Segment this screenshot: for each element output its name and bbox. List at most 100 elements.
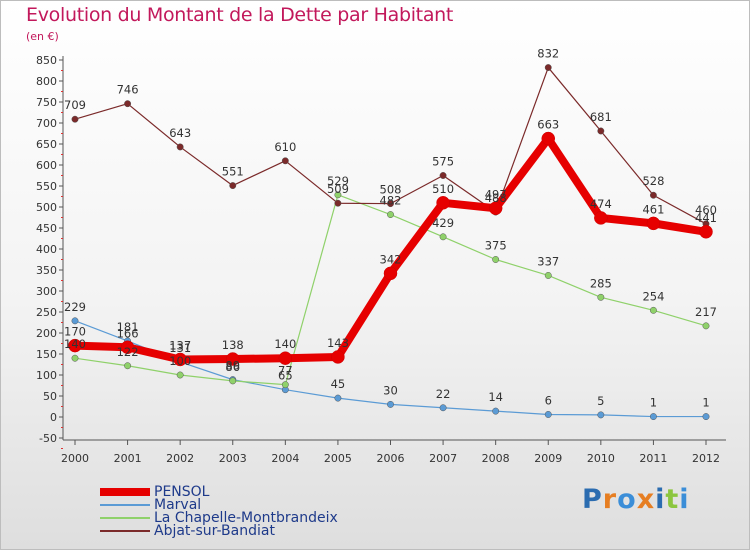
data-point (68, 338, 82, 353)
y-tick-label: 500 (36, 201, 57, 214)
data-point (278, 351, 293, 365)
legend-label: Abjat-sur-Bandiat (154, 523, 275, 539)
y-tick-label: 550 (36, 180, 57, 193)
data-point (229, 377, 237, 385)
data-label: 509 (327, 182, 349, 196)
legend-swatch (100, 504, 150, 506)
logo-letter: i (655, 484, 666, 515)
data-label: 30 (383, 383, 398, 397)
data-label: 746 (117, 83, 139, 97)
legend-swatch (100, 488, 150, 496)
logo-letter: x (636, 484, 656, 515)
data-label: 138 (222, 338, 244, 352)
data-point (120, 340, 135, 355)
y-tick-label: 150 (36, 348, 57, 361)
data-label: 375 (485, 239, 507, 253)
x-tick-label: 2009 (534, 452, 562, 465)
data-point (649, 413, 657, 421)
data-point (334, 394, 342, 402)
data-point (176, 371, 184, 379)
data-label: 77 (278, 364, 293, 378)
data-label: 474 (590, 197, 612, 211)
data-label: 681 (590, 110, 612, 124)
legend-label: La Chapelle-Montbrandeix (154, 510, 338, 526)
x-tick-label: 2001 (114, 452, 142, 465)
y-tick-label: 350 (36, 264, 57, 277)
data-label: 482 (380, 194, 402, 208)
data-label: 181 (117, 320, 139, 334)
data-label: 510 (432, 182, 454, 196)
data-point (124, 100, 132, 108)
data-label: 832 (537, 47, 559, 61)
data-point (439, 404, 447, 412)
data-point (702, 413, 710, 421)
y-tick-label: 450 (36, 222, 57, 235)
data-point (439, 233, 447, 241)
x-tick-label: 2007 (429, 452, 457, 465)
data-label: 1 (702, 396, 709, 410)
data-label: 45 (331, 377, 346, 391)
x-tick-label: 2000 (61, 452, 89, 465)
data-label: 100 (169, 354, 191, 368)
data-label: 140 (64, 337, 86, 351)
data-label: 429 (432, 216, 454, 230)
data-label: 122 (117, 345, 139, 359)
logo-letter: o (617, 484, 637, 515)
data-label: 14 (488, 390, 503, 404)
y-tick-label: 750 (36, 96, 57, 109)
data-point (387, 200, 394, 208)
y-tick-label: 200 (36, 327, 57, 340)
y-tick-label: 400 (36, 243, 57, 256)
data-point (334, 191, 342, 199)
data-label: 5 (597, 394, 604, 408)
chart-title: Evolution du Montant de la Dette par Hab… (26, 4, 454, 26)
data-label: 488 (485, 191, 507, 205)
data-point (488, 201, 503, 216)
data-point (702, 322, 710, 330)
proxiti-logo: Proxiti (582, 484, 690, 515)
legend-swatch (100, 530, 150, 532)
y-tick-label: 100 (36, 369, 57, 382)
data-point (649, 191, 657, 199)
data-label: 461 (642, 202, 664, 216)
y-tick-label: 700 (36, 117, 57, 130)
data-point (71, 115, 79, 123)
data-point (439, 172, 447, 179)
x-tick-label: 2004 (271, 452, 299, 465)
legend-swatch (100, 517, 150, 519)
logo-letter: t (665, 484, 680, 515)
x-tick-label: 2011 (639, 452, 667, 465)
data-label: 89 (225, 359, 240, 373)
data-label: 6 (545, 393, 552, 407)
data-label: 254 (642, 289, 664, 303)
data-label: 1 (650, 396, 657, 410)
data-label: 663 (537, 118, 559, 132)
data-label: 709 (64, 98, 86, 112)
logo-letter: P (582, 484, 603, 515)
y-tick-label: 0 (50, 411, 57, 424)
y-tick-label: 300 (36, 285, 57, 298)
data-point (229, 182, 237, 190)
x-tick-label: 2008 (482, 452, 510, 465)
data-point (173, 352, 187, 367)
data-label: 441 (695, 211, 717, 225)
data-label: 86 (225, 360, 240, 374)
data-label: 170 (64, 325, 86, 339)
data-label: 143 (327, 336, 349, 350)
y-tick-label: 50 (43, 390, 57, 403)
x-tick-label: 2002 (166, 452, 194, 465)
data-point (176, 143, 184, 151)
legend-label: PENSOL (154, 484, 210, 500)
data-label: 65 (278, 369, 293, 383)
data-point (334, 199, 342, 207)
y-tick-label: 800 (36, 75, 57, 88)
data-point (436, 196, 450, 210)
data-label: 508 (380, 183, 402, 197)
data-label: 460 (695, 203, 717, 217)
data-label: 529 (327, 174, 349, 188)
data-point (649, 306, 657, 314)
data-label: 285 (590, 276, 612, 290)
legend-label: Marval (154, 497, 202, 513)
y-tick-label: 650 (36, 138, 57, 151)
